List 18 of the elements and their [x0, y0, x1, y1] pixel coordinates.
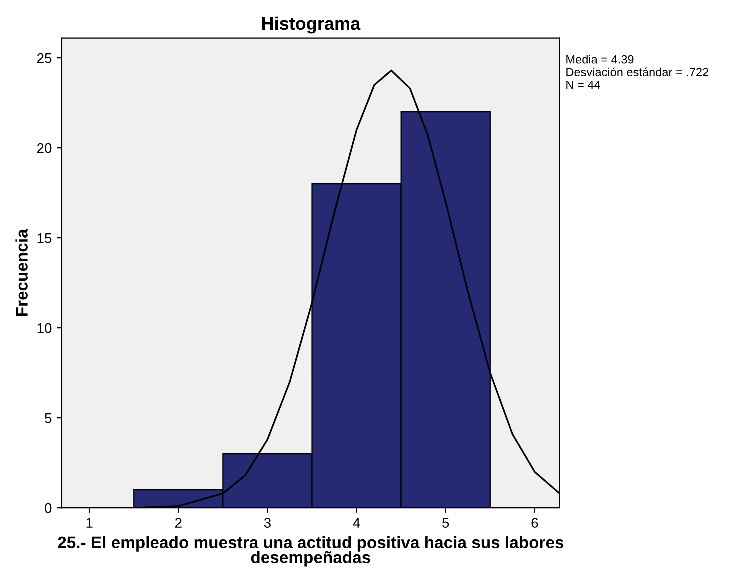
text: Desviación estándar = .722: [566, 68, 709, 77]
y-tick-label: 5: [45, 414, 52, 424]
x-tick-label: 2: [175, 518, 182, 528]
chart-title: Histograma: [262, 16, 361, 34]
y-axis-title: Frecuencia: [16, 229, 28, 316]
x-tick-label: 3: [264, 518, 271, 528]
text: Media = 4.39: [566, 55, 634, 64]
y-tick-label: 25: [37, 53, 52, 64]
x-tick-label: 4: [353, 518, 360, 528]
y-tick-label: 15: [38, 234, 52, 244]
text: N = 44: [566, 81, 600, 90]
y-tick-label: 10: [38, 323, 52, 334]
x-tick-label: 1: [86, 518, 93, 528]
x-axis-title: 25.- El empleado muestra una actitud positiva hacia sus labores desempeñadas: [58, 536, 564, 567]
x-tick-label: 6: [532, 518, 538, 528]
x-tick-label: 5: [442, 518, 450, 528]
y-tick-label: 20: [37, 143, 52, 154]
y-tick-label: 0: [45, 503, 52, 514]
